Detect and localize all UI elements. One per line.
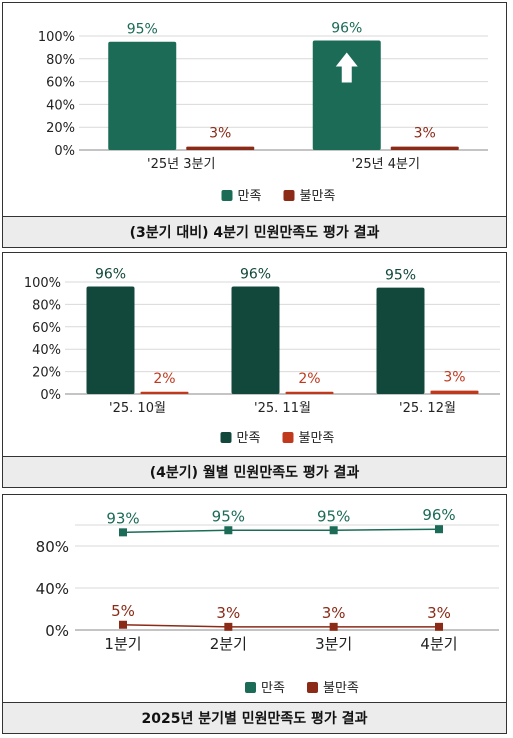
series-line-unsatisfied (122, 624, 439, 628)
data-label-satisfied: 95% (385, 268, 416, 284)
x-tick-label: 1분기 (104, 635, 141, 653)
bar-unsatisfied (285, 391, 334, 394)
legend-label-satisfied: 만족 (238, 189, 262, 204)
x-tick-label: 4분기 (420, 635, 457, 653)
legend-swatch-unsatisfied (282, 432, 294, 443)
point-unsatisfied (435, 622, 443, 631)
y-tick-label: 100% (38, 30, 75, 45)
bar-satisfied (231, 286, 280, 394)
data-label-satisfied: 96% (95, 266, 126, 282)
bar-unsatisfied (390, 146, 459, 150)
data-label-satisfied: 96% (331, 21, 362, 37)
up-arrow-icon (335, 52, 358, 83)
data-label-satisfied: 95% (317, 507, 350, 525)
legend-swatch-satisfied (220, 432, 232, 443)
point-unsatisfied (119, 620, 127, 629)
x-tick-label: '25. 12월 (399, 401, 456, 416)
y-tick-label: 40% (32, 343, 61, 358)
y-tick-label: 100% (24, 276, 61, 291)
y-tick-label: 40% (36, 580, 69, 598)
data-label-unsatisfied: 3% (209, 126, 231, 142)
y-tick-label: 80% (36, 538, 69, 556)
bar-unsatisfied (430, 390, 479, 394)
y-tick-label: 60% (46, 76, 75, 91)
data-label-satisfied: 93% (106, 509, 139, 527)
legend-label-satisfied: 만족 (261, 681, 285, 696)
point-unsatisfied (224, 622, 233, 631)
data-label-unsatisfied: 2% (298, 371, 320, 387)
chart-caption: (4분기) 월별 민원만족도 평가 결과 (3, 456, 506, 487)
x-tick-label: '25. 10월 (109, 401, 166, 416)
chart-quarter-comparison: 100% 80% 60% 40% 20% 0% 95% 3% '25년 3분기 96% 3% '25년… (38, 21, 488, 204)
chart-monthly: 100% 80% 60% 40% 20% 0% 96% 2% '25. 10월 96% 2% '25.… (24, 266, 500, 446)
x-tick-label: '25. 11월 (254, 401, 311, 416)
bar-satisfied (312, 40, 381, 151)
y-tick-label: 0% (54, 144, 75, 159)
point-satisfied (224, 526, 233, 535)
data-label-unsatisfied: 3% (216, 604, 240, 622)
y-tick-label: 80% (46, 53, 75, 68)
point-unsatisfied (329, 622, 338, 631)
legend-label-unsatisfied: 불만족 (299, 431, 335, 446)
y-tick-label: 0% (40, 388, 61, 403)
data-label-unsatisfied: 2% (153, 371, 175, 387)
chart-panel-quarterly-trend: 80% 40% 0% 93% 95% 95% 96% 5% 3% 3% 3% 1분기 2분기 3분기 4분기… (2, 494, 507, 734)
data-label-unsatisfied: 3% (322, 604, 346, 622)
x-tick-label: 3분기 (315, 635, 352, 653)
x-tick-label: '25년 4분기 (352, 157, 420, 172)
legend-label-satisfied: 만족 (237, 431, 261, 446)
data-label-unsatisfied: 5% (111, 602, 135, 620)
chart-caption: 2025년 분기별 민원만족도 평가 결과 (3, 702, 506, 733)
series-line-satisfied (122, 528, 440, 534)
bar-satisfied (108, 41, 177, 151)
legend-swatch-unsatisfied (307, 682, 318, 693)
chart-caption: (3분기 대비) 4분기 민원만족도 평가 결과 (3, 216, 506, 247)
y-tick-label: 20% (46, 121, 75, 136)
legend-swatch-satisfied (245, 682, 256, 693)
chart-panel-monthly: 100% 80% 60% 40% 20% 0% 96% 2% '25. 10월 96% 2% '25.… (2, 252, 507, 488)
x-tick-label: 2분기 (210, 635, 247, 653)
legend-label-unsatisfied: 불만족 (300, 189, 336, 204)
bar-unsatisfied (186, 146, 255, 150)
point-satisfied (119, 528, 127, 537)
bar-satisfied (86, 286, 135, 394)
y-tick-label: 60% (32, 321, 61, 336)
x-tick-label: '25년 3분기 (147, 157, 215, 172)
point-satisfied (435, 525, 443, 534)
data-label-satisfied: 96% (240, 266, 271, 282)
y-tick-label: 20% (32, 366, 61, 381)
y-tick-label: 40% (46, 98, 75, 113)
data-label-unsatisfied: 3% (427, 604, 451, 622)
point-satisfied (329, 526, 338, 535)
data-label-satisfied: 96% (422, 506, 455, 524)
y-tick-label: 80% (32, 298, 61, 313)
bar-unsatisfied (140, 391, 189, 394)
data-label-satisfied: 95% (212, 507, 245, 525)
chart-panel-quarter-comparison: 100% 80% 60% 40% 20% 0% 95% 3% '25년 3분기 96% 3% '25년… (2, 2, 507, 248)
y-tick-label: 0% (45, 622, 69, 640)
chart-quarterly-trend: 80% 40% 0% 93% 95% 95% 96% 5% 3% 3% 3% 1분기 2분기 3분기 4분기… (36, 506, 499, 696)
legend-swatch-unsatisfied (283, 190, 295, 201)
data-label-unsatisfied: 3% (414, 126, 436, 142)
legend-swatch-satisfied (221, 190, 233, 201)
data-label-satisfied: 95% (127, 22, 158, 38)
data-label-unsatisfied: 3% (443, 370, 465, 386)
bar-satisfied (376, 287, 425, 394)
legend-label-unsatisfied: 불만족 (323, 681, 359, 696)
